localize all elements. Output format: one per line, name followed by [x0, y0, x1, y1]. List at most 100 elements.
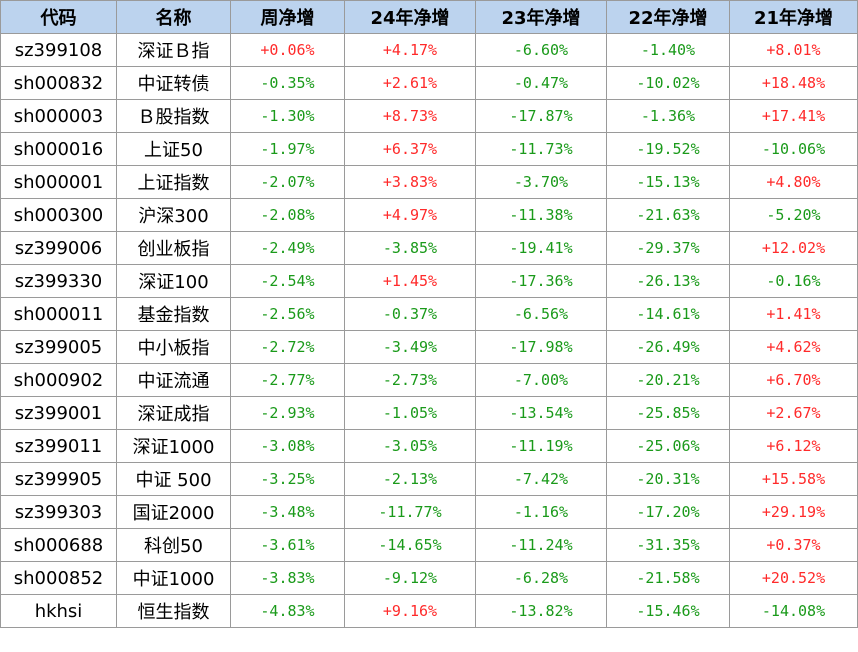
cell-code[interactable]: sz399011 — [0, 429, 117, 463]
cell-2024-change[interactable]: -3.85% — [344, 231, 476, 265]
cell-week-change[interactable]: -3.08% — [230, 429, 345, 463]
cell-name[interactable]: 中证转债 — [116, 66, 231, 100]
cell-2021-change[interactable]: +8.01% — [729, 33, 858, 67]
cell-2022-change[interactable]: -31.35% — [606, 528, 730, 562]
cell-code[interactable]: sh000300 — [0, 198, 117, 232]
cell-2024-change[interactable]: +9.16% — [344, 594, 476, 628]
cell-code[interactable]: sz399005 — [0, 330, 117, 364]
cell-2021-change[interactable]: +18.48% — [729, 66, 858, 100]
cell-2022-change[interactable]: -10.02% — [606, 66, 730, 100]
table-row[interactable]: sz399330 深证100 -2.54% +1.45% -17.36% -26.13% -… — [0, 264, 858, 298]
table-row[interactable]: sh000688 科创50 -3.61% -14.65% -11.24% -31.35% +… — [0, 528, 858, 562]
table-row[interactable]: sh000011 基金指数 -2.56% -0.37% -6.56% -14.61% +1.… — [0, 297, 858, 331]
cell-2024-change[interactable]: -3.49% — [344, 330, 476, 364]
table-row[interactable]: sh000001 上证指数 -2.07% +3.83% -3.70% -15.13% +4.… — [0, 165, 858, 199]
cell-week-change[interactable]: -2.93% — [230, 396, 345, 430]
cell-2021-change[interactable]: +15.58% — [729, 462, 858, 496]
cell-2021-change[interactable]: -0.16% — [729, 264, 858, 298]
cell-2024-change[interactable]: -9.12% — [344, 561, 476, 595]
cell-name[interactable]: 中证1000 — [116, 561, 231, 595]
cell-week-change[interactable]: -2.54% — [230, 264, 345, 298]
cell-2021-change[interactable]: +1.41% — [729, 297, 858, 331]
cell-week-change[interactable]: -2.77% — [230, 363, 345, 397]
cell-2024-change[interactable]: -1.05% — [344, 396, 476, 430]
cell-2021-change[interactable]: +20.52% — [729, 561, 858, 595]
cell-name[interactable]: 深证1000 — [116, 429, 231, 463]
cell-week-change[interactable]: -2.72% — [230, 330, 345, 364]
cell-code[interactable]: sh000016 — [0, 132, 117, 166]
cell-2022-change[interactable]: -20.31% — [606, 462, 730, 496]
table-row[interactable]: hkhsi 恒生指数 -4.83% +9.16% -13.82% -15.46% -14.0… — [0, 594, 858, 628]
table-row[interactable]: sh000300 沪深300 -2.08% +4.97% -11.38% -21.63% -… — [0, 198, 858, 232]
cell-2024-change[interactable]: -2.13% — [344, 462, 476, 496]
cell-week-change[interactable]: -2.08% — [230, 198, 345, 232]
cell-2021-change[interactable]: +17.41% — [729, 99, 858, 133]
cell-2023-change[interactable]: -6.56% — [475, 297, 607, 331]
cell-name[interactable]: 恒生指数 — [116, 594, 231, 628]
cell-2021-change[interactable]: +4.80% — [729, 165, 858, 199]
cell-name[interactable]: 创业板指 — [116, 231, 231, 265]
cell-2022-change[interactable]: -17.20% — [606, 495, 730, 529]
cell-week-change[interactable]: -1.97% — [230, 132, 345, 166]
header-name[interactable]: 名称 — [116, 0, 231, 34]
cell-2024-change[interactable]: -14.65% — [344, 528, 476, 562]
cell-week-change[interactable]: -3.83% — [230, 561, 345, 595]
header-2022-change[interactable]: 22年净增 — [606, 0, 730, 34]
cell-code[interactable]: sz399006 — [0, 231, 117, 265]
cell-code[interactable]: sh000001 — [0, 165, 117, 199]
cell-2023-change[interactable]: -1.16% — [475, 495, 607, 529]
header-week-change[interactable]: 周净增 — [230, 0, 345, 34]
cell-2023-change[interactable]: -13.82% — [475, 594, 607, 628]
cell-2021-change[interactable]: +6.12% — [729, 429, 858, 463]
table-row[interactable]: sz399001 深证成指 -2.93% -1.05% -13.54% -25.85% +2… — [0, 396, 858, 430]
table-row[interactable]: sh000016 上证50 -1.97% +6.37% -11.73% -19.52% -1… — [0, 132, 858, 166]
cell-2022-change[interactable]: -15.46% — [606, 594, 730, 628]
table-row[interactable]: sz399006 创业板指 -2.49% -3.85% -19.41% -29.37% +1… — [0, 231, 858, 265]
cell-2023-change[interactable]: -0.47% — [475, 66, 607, 100]
table-row[interactable]: sh000832 中证转债 -0.35% +2.61% -0.47% -10.02% +18… — [0, 66, 858, 100]
cell-2024-change[interactable]: +3.83% — [344, 165, 476, 199]
table-row[interactable]: sh000003 Ｂ股指数 -1.30% +8.73% -17.87% -1.36% +17… — [0, 99, 858, 133]
cell-2024-change[interactable]: -0.37% — [344, 297, 476, 331]
table-row[interactable]: sz399303 国证2000 -3.48% -11.77% -1.16% -17.20%… — [0, 495, 858, 529]
cell-2022-change[interactable]: -21.63% — [606, 198, 730, 232]
cell-2021-change[interactable]: -10.06% — [729, 132, 858, 166]
cell-name[interactable]: 深证100 — [116, 264, 231, 298]
cell-2022-change[interactable]: -26.13% — [606, 264, 730, 298]
header-2021-change[interactable]: 21年净增 — [729, 0, 858, 34]
cell-2021-change[interactable]: +0.37% — [729, 528, 858, 562]
table-row[interactable]: sh000852 中证1000 -3.83% -9.12% -6.28% -21.58% +… — [0, 561, 858, 595]
cell-2022-change[interactable]: -20.21% — [606, 363, 730, 397]
cell-2021-change[interactable]: -5.20% — [729, 198, 858, 232]
header-2023-change[interactable]: 23年净增 — [475, 0, 607, 34]
cell-2022-change[interactable]: -1.40% — [606, 33, 730, 67]
cell-code[interactable]: sz399303 — [0, 495, 117, 529]
cell-2024-change[interactable]: +2.61% — [344, 66, 476, 100]
cell-name[interactable]: 深证Ｂ指 — [116, 33, 231, 67]
cell-2022-change[interactable]: -26.49% — [606, 330, 730, 364]
cell-2023-change[interactable]: -6.28% — [475, 561, 607, 595]
cell-code[interactable]: hkhsi — [0, 594, 117, 628]
cell-name[interactable]: 中小板指 — [116, 330, 231, 364]
cell-week-change[interactable]: -3.61% — [230, 528, 345, 562]
cell-name[interactable]: 上证指数 — [116, 165, 231, 199]
cell-code[interactable]: sh000852 — [0, 561, 117, 595]
cell-week-change[interactable]: -2.56% — [230, 297, 345, 331]
cell-code[interactable]: sh000832 — [0, 66, 117, 100]
cell-name[interactable]: Ｂ股指数 — [116, 99, 231, 133]
cell-name[interactable]: 国证2000 — [116, 495, 231, 529]
cell-week-change[interactable]: -0.35% — [230, 66, 345, 100]
cell-week-change[interactable]: -1.30% — [230, 99, 345, 133]
cell-code[interactable]: sz399330 — [0, 264, 117, 298]
cell-2023-change[interactable]: -13.54% — [475, 396, 607, 430]
cell-name[interactable]: 沪深300 — [116, 198, 231, 232]
cell-name[interactable]: 深证成指 — [116, 396, 231, 430]
cell-week-change[interactable]: -4.83% — [230, 594, 345, 628]
cell-code[interactable]: sz399905 — [0, 462, 117, 496]
cell-2022-change[interactable]: -1.36% — [606, 99, 730, 133]
cell-week-change[interactable]: +0.06% — [230, 33, 345, 67]
cell-2022-change[interactable]: -29.37% — [606, 231, 730, 265]
cell-week-change[interactable]: -2.07% — [230, 165, 345, 199]
cell-2021-change[interactable]: -14.08% — [729, 594, 858, 628]
cell-2021-change[interactable]: +29.19% — [729, 495, 858, 529]
